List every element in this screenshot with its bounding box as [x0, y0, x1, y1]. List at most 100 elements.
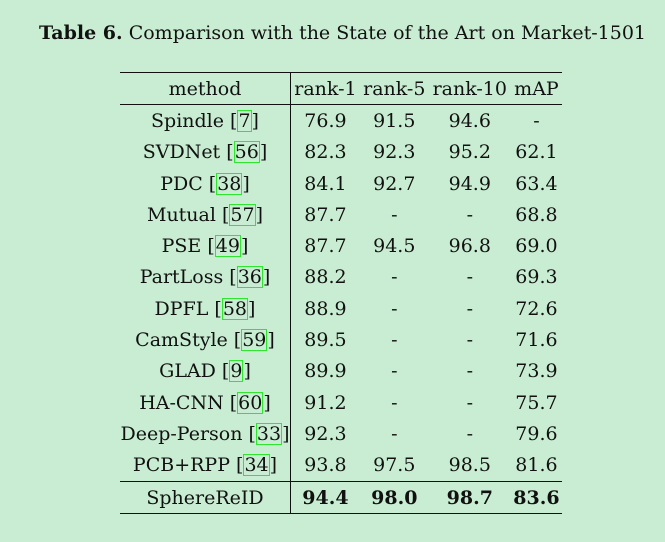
table-row: CamStyle [59] 89.5 - - 71.6 [120, 324, 562, 356]
value-rank5: - [391, 422, 398, 445]
method-cell: HA-CNN [60] [120, 386, 291, 419]
method-cell: PDC [38] [120, 167, 291, 200]
header-map: mAP [514, 77, 559, 100]
citation-link[interactable]: 7 [237, 109, 252, 132]
value-rank1: 76.9 [304, 109, 347, 132]
value-rank10: 95.2 [448, 141, 491, 164]
method-cell: DPFL [58] [120, 293, 291, 325]
value-rank1: 84.1 [304, 172, 347, 195]
value-rank5: - [391, 297, 398, 320]
value-rank1: 88.2 [304, 266, 347, 289]
table-row: PDC [38] 84.1 92.7 94.9 63.4 [120, 167, 562, 200]
value-map: 71.6 [515, 329, 558, 352]
method-cell: Spindle [7] [120, 104, 291, 137]
value-rank5: 92.7 [373, 172, 416, 195]
method-cell: PSE [49] [120, 230, 291, 262]
value-map: 69.0 [515, 235, 558, 258]
citation-link[interactable]: 59 [241, 329, 268, 352]
citation-link[interactable]: 34 [243, 454, 270, 477]
value-rank10: - [466, 203, 473, 226]
method-name: PSE [161, 235, 202, 258]
method-cell: Mutual [57] [120, 199, 291, 231]
value-rank1: 92.3 [304, 422, 347, 445]
table-row: GLAD [9] 89.9 - - 73.9 [120, 355, 562, 387]
method-name: GLAD [159, 360, 216, 383]
value-rank10: 98.7 [446, 486, 493, 509]
method-name: PartLoss [139, 266, 224, 289]
value-map: 81.6 [515, 454, 558, 477]
method-cell: PartLoss [36] [120, 261, 291, 294]
table-row: Spindle [7] 76.9 91.5 94.6 - [120, 104, 562, 137]
value-rank1: 89.5 [304, 329, 347, 352]
citation-link[interactable]: 49 [214, 235, 241, 258]
method-name: SVDNet [142, 141, 221, 164]
header-rank10: rank-10 [432, 77, 507, 100]
table-row: PCB+RPP [34] 93.8 97.5 98.5 81.6 [120, 449, 562, 482]
citation-link[interactable]: 9 [229, 360, 244, 383]
value-map: 75.7 [515, 391, 558, 414]
value-rank10: 94.6 [448, 109, 491, 132]
table-row: Mutual [57] 87.7 - - 68.8 [120, 199, 562, 231]
value-rank10: 94.9 [448, 172, 491, 195]
method-name: Mutual [146, 203, 216, 226]
value-rank1: 88.9 [304, 297, 347, 320]
value-rank10: - [466, 360, 473, 383]
value-map: - [533, 109, 540, 132]
citation-link[interactable]: 56 [233, 141, 260, 164]
citation-link[interactable]: 33 [255, 422, 283, 445]
method-name: Spindle [151, 109, 224, 132]
value-rank5: - [391, 329, 398, 352]
table-row-ours: SphereReID 94.4 98.0 98.7 83.6 [120, 481, 562, 514]
table-row: DPFL [58] 88.9 - - 72.6 [120, 293, 562, 325]
method-name: PDC [160, 172, 203, 195]
table-row: HA-CNN [60] 91.2 - - 75.7 [120, 386, 562, 419]
header-method: method [120, 72, 291, 105]
method-name: HA-CNN [139, 391, 224, 414]
value-rank5: - [391, 203, 398, 226]
citation-link[interactable]: 57 [229, 203, 256, 226]
method-cell: Deep-Person [33] [120, 418, 291, 450]
value-rank1: 87.7 [304, 203, 347, 226]
value-rank5: 92.3 [373, 141, 416, 164]
value-rank10: - [466, 329, 473, 352]
value-rank1: 87.7 [304, 235, 347, 258]
table-row: PSE [49] 87.7 94.5 96.8 69.0 [120, 230, 562, 262]
method-cell: GLAD [9] [120, 355, 291, 387]
citation-link[interactable]: 58 [221, 297, 249, 320]
value-map: 62.1 [515, 141, 558, 164]
table-row: SVDNet [56] 82.3 92.3 95.2 62.1 [120, 136, 562, 168]
table-row: Deep-Person [33] 92.3 - - 79.6 [120, 418, 562, 450]
value-rank5: - [391, 391, 398, 414]
method-name: Deep-Person [120, 422, 243, 445]
value-rank10: 96.8 [448, 235, 491, 258]
comparison-table: method rank-1 rank-5 rank-10 mAP Spindle… [120, 72, 562, 514]
value-rank5: 98.0 [371, 486, 418, 509]
value-map: 83.6 [513, 486, 560, 509]
value-rank5: - [391, 360, 398, 383]
value-rank10: - [466, 422, 473, 445]
value-map: 72.6 [515, 297, 558, 320]
value-rank1: 94.4 [302, 486, 349, 509]
table-row: PartLoss [36] 88.2 - - 69.3 [120, 261, 562, 294]
value-rank10: - [466, 266, 473, 289]
value-rank1: 93.8 [304, 454, 347, 477]
citation-link[interactable]: 60 [237, 391, 264, 414]
value-rank1: 91.2 [304, 391, 347, 414]
citation-link[interactable]: 38 [216, 172, 243, 195]
value-rank10: 98.5 [448, 454, 491, 477]
value-rank10: - [466, 297, 473, 320]
method-cell: PCB+RPP [34] [120, 449, 291, 482]
value-rank5: 97.5 [373, 454, 416, 477]
method-name: CamStyle [135, 329, 228, 352]
citation-link[interactable]: 36 [236, 266, 263, 289]
value-map: 68.8 [515, 203, 558, 226]
value-rank5: 91.5 [373, 109, 416, 132]
value-map: 63.4 [515, 172, 558, 195]
method-name: SphereReID [120, 481, 291, 514]
header-rank1: rank-1 [294, 77, 357, 100]
header-row: method rank-1 rank-5 rank-10 mAP [120, 72, 562, 105]
caption-text: Comparison with the State of the Art on … [128, 22, 647, 44]
method-name: PCB+RPP [132, 454, 230, 477]
table-caption: Table 6. Comparison with the State of th… [0, 22, 665, 44]
method-cell: SVDNet [56] [120, 136, 291, 168]
